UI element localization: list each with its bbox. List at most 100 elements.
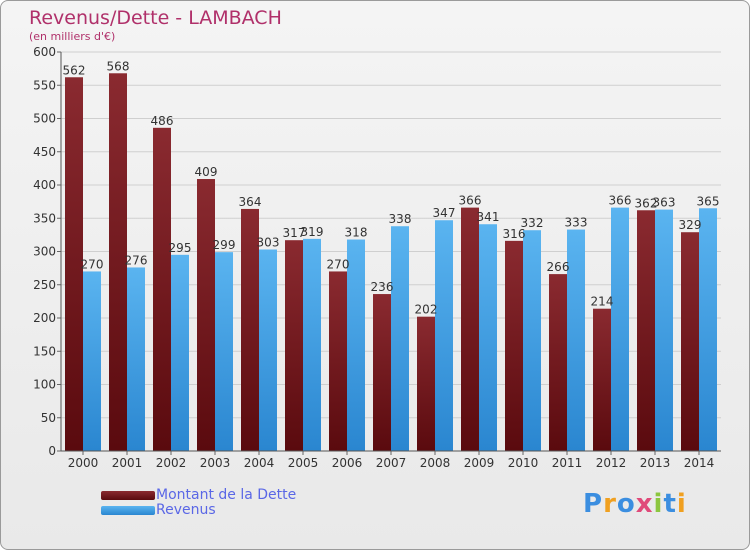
x-tick-label: 2002 xyxy=(156,456,187,470)
bar-debt xyxy=(197,179,215,451)
bar-revenus xyxy=(479,224,497,451)
data-label-revenus: 363 xyxy=(653,196,676,210)
data-label-debt: 317 xyxy=(283,226,306,240)
x-tick-label: 2006 xyxy=(332,456,363,470)
legend-swatch-revenus xyxy=(101,506,155,515)
y-tick-label: 100 xyxy=(33,378,56,392)
bar-revenus xyxy=(655,209,673,451)
data-label-revenus: 365 xyxy=(697,194,720,208)
bar-revenus xyxy=(171,254,189,451)
bar-debt xyxy=(505,240,523,451)
y-tick-label: 200 xyxy=(33,311,56,325)
x-tick-label: 2004 xyxy=(244,456,275,470)
bar-revenus xyxy=(303,238,321,451)
legend-label-revenus: Revenus xyxy=(156,502,216,518)
bar-debt xyxy=(153,127,171,451)
logo-letter: i xyxy=(653,489,664,519)
x-tick-label: 2003 xyxy=(200,456,231,470)
data-label-revenus: 319 xyxy=(301,225,324,239)
x-tick-label: 2010 xyxy=(508,456,539,470)
data-label-debt: 214 xyxy=(591,295,614,309)
data-label-revenus: 333 xyxy=(565,216,588,230)
bar-revenus xyxy=(699,208,717,451)
bar-revenus xyxy=(435,220,453,451)
data-label-revenus: 299 xyxy=(213,238,236,252)
bar-debt xyxy=(681,232,699,451)
bar-debt xyxy=(461,207,479,451)
y-tick-label: 600 xyxy=(33,45,56,59)
x-axis-ticks: 2000 2001 2002 2003 2004 2005 2006 2007 2008 2009… xyxy=(68,451,715,470)
bar-revenus xyxy=(523,230,541,451)
data-label-revenus: 341 xyxy=(477,210,500,224)
bar-debt xyxy=(417,316,435,451)
bar-revenus xyxy=(611,207,629,451)
bar-revenus xyxy=(259,249,277,451)
y-axis-ticks: 0 50 100 150 200 250 300 350 400 450 500 550 600 xyxy=(33,45,61,458)
data-label-debt: 202 xyxy=(415,303,438,317)
data-label-debt: 236 xyxy=(371,280,394,294)
data-label-debt: 568 xyxy=(107,59,130,73)
y-tick-label: 0 xyxy=(48,444,56,458)
data-label-debt: 364 xyxy=(239,195,262,209)
data-label-debt: 329 xyxy=(679,218,702,232)
x-tick-label: 2001 xyxy=(112,456,143,470)
y-tick-label: 150 xyxy=(33,344,56,358)
chart-title: Revenus/Dette - LAMBACH xyxy=(29,7,282,29)
data-label-revenus: 366 xyxy=(609,194,632,208)
y-tick-label: 250 xyxy=(33,278,56,292)
bar-debt xyxy=(637,210,655,451)
y-tick-label: 50 xyxy=(41,411,56,425)
x-tick-label: 2008 xyxy=(420,456,451,470)
bar-debt xyxy=(549,274,567,451)
logo-letter: r xyxy=(603,489,617,519)
bar-debt xyxy=(109,73,127,451)
proxiti-logo: Proxiti xyxy=(583,489,687,519)
data-label-debt: 362 xyxy=(635,196,658,210)
bar-debt xyxy=(241,208,259,451)
data-label-revenus: 338 xyxy=(389,212,412,226)
data-label-revenus: 318 xyxy=(345,226,368,240)
y-tick-label: 550 xyxy=(33,78,56,92)
bar-debt xyxy=(65,77,83,452)
data-label-revenus: 270 xyxy=(81,257,104,271)
x-tick-label: 2014 xyxy=(684,456,715,470)
bar-revenus xyxy=(127,267,145,451)
data-label-revenus: 332 xyxy=(521,216,544,230)
logo-letter: x xyxy=(635,489,654,519)
bar-debt xyxy=(285,240,303,451)
bar-revenus xyxy=(567,229,585,451)
data-label-revenus: 295 xyxy=(169,241,192,255)
bar-revenus xyxy=(215,252,233,451)
data-label-debt: 486 xyxy=(151,114,174,128)
x-tick-label: 2000 xyxy=(68,456,99,470)
logo-letter: o xyxy=(616,489,636,519)
data-label-debt: 270 xyxy=(327,257,350,271)
legend-swatch-debt xyxy=(101,491,155,500)
legend-label-debt: Montant de la Dette xyxy=(156,487,297,503)
x-tick-label: 2012 xyxy=(596,456,627,470)
bar-debt xyxy=(373,294,391,451)
x-tick-label: 2009 xyxy=(464,456,495,470)
bar-debt xyxy=(329,271,347,451)
y-tick-label: 400 xyxy=(33,178,56,192)
logo-letter: P xyxy=(583,489,604,519)
data-label-debt: 266 xyxy=(547,260,570,274)
data-label-debt: 366 xyxy=(459,194,482,208)
data-label-debt: 409 xyxy=(195,165,218,179)
bar-revenus xyxy=(347,239,365,451)
x-tick-label: 2011 xyxy=(552,456,583,470)
data-label-revenus: 347 xyxy=(433,206,456,220)
data-label-debt: 562 xyxy=(63,63,86,77)
x-tick-label: 2005 xyxy=(288,456,319,470)
y-tick-label: 500 xyxy=(33,112,56,126)
bar-debt xyxy=(593,308,611,451)
data-label-debt: 316 xyxy=(503,227,526,241)
data-label-revenus: 276 xyxy=(125,253,148,267)
y-tick-label: 350 xyxy=(33,211,56,225)
chart-subtitle: (en milliers d'€) xyxy=(29,30,116,43)
bar-revenus xyxy=(391,226,409,451)
x-tick-label: 2007 xyxy=(376,456,407,470)
